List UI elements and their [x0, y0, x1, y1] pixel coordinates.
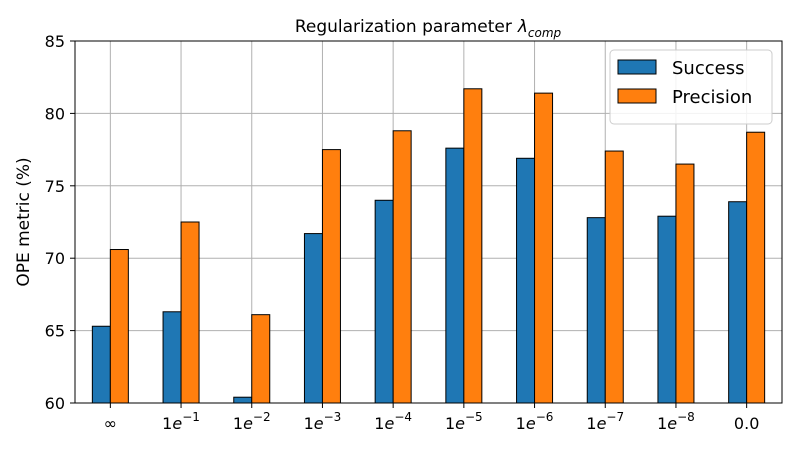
bar-success: [233, 396, 253, 404]
chart-title-text: Regularization parameter: [295, 17, 512, 37]
bar-precision: [392, 130, 412, 404]
x-tick-label-exponent: −5: [465, 410, 483, 424]
legend-label-success: Success: [672, 58, 744, 79]
bar-success: [728, 201, 748, 404]
x-tick-label: 1e−8: [657, 410, 695, 433]
x-tick-label-base: 1: [445, 414, 455, 433]
x-tick-label-e: e: [526, 414, 536, 433]
bar-precision: [109, 249, 129, 404]
x-tick-label: 1e−5: [445, 410, 483, 433]
x-tick-label-base: 1: [516, 414, 526, 433]
x-tick-label: 1e−7: [586, 410, 624, 433]
x-tick-label-base: 1: [657, 414, 667, 433]
bar-success: [374, 199, 394, 404]
bar-precision: [675, 163, 695, 404]
x-tick-label-e: e: [384, 414, 394, 433]
x-tick-label-exponent: −6: [536, 410, 554, 424]
plot-frame: [74, 40, 783, 404]
legend-label-precision: Precision: [672, 87, 752, 108]
x-tick-label-exponent: −8: [677, 410, 695, 424]
bar-success: [586, 217, 606, 404]
y-tick-label: 65: [45, 322, 65, 341]
x-tick-label: 0.0: [734, 414, 759, 433]
y-axis-label: OPE metric (%): [14, 157, 34, 286]
legend-swatch-success: [617, 59, 657, 75]
bar-success: [445, 147, 465, 404]
x-tick-label-e: e: [455, 414, 465, 433]
x-tick-label-exponent: −1: [182, 410, 200, 424]
x-tick-label: ∞: [104, 414, 117, 433]
chart-title-subscript: comp: [528, 26, 562, 40]
x-tick-label-exponent: −4: [394, 410, 412, 424]
x-tick-label-base: 1: [233, 414, 243, 433]
x-tick-label: 1e−1: [162, 410, 200, 433]
bar-success: [516, 157, 536, 404]
y-tick-label: 85: [45, 32, 65, 51]
x-tick-label-exponent: −3: [324, 410, 342, 424]
x-tick-label-e: e: [314, 414, 324, 433]
x-tick-label-exponent: −2: [253, 410, 271, 424]
chart-title: Regularization parameter λcomp: [295, 17, 562, 40]
bar-precision: [321, 149, 341, 404]
x-tick-label: 1e−2: [233, 410, 271, 433]
x-tick-label: 1e−3: [304, 410, 342, 433]
chart-title-symbol: λ: [517, 17, 528, 37]
bar-precision: [604, 150, 624, 404]
bar-success: [303, 233, 323, 404]
x-tick-label-e: e: [597, 414, 607, 433]
y-tick-label: 70: [45, 249, 65, 268]
legend: Success Precision: [609, 49, 773, 125]
bar-success: [162, 311, 182, 404]
x-tick-label-base: 0.0: [734, 414, 759, 433]
bar-success: [91, 325, 111, 404]
bar-precision: [251, 314, 271, 404]
x-tick-label-e: e: [172, 414, 182, 433]
bar-precision: [180, 221, 200, 404]
bars: [91, 88, 766, 404]
legend-swatch-precision: [617, 88, 657, 104]
bar-precision: [463, 88, 483, 404]
x-tick-label-e: e: [667, 414, 677, 433]
x-tick-label-base: 1: [162, 414, 172, 433]
y-tick-label: 80: [45, 104, 65, 123]
x-tick-label: 1e−6: [516, 410, 554, 433]
x-tick-label-base: 1: [374, 414, 384, 433]
x-tick-label-base: ∞: [104, 414, 117, 433]
x-tick-label-e: e: [243, 414, 253, 433]
x-tick-label-exponent: −7: [606, 410, 624, 424]
x-tick-label: 1e−4: [374, 410, 412, 433]
y-tick-label: 60: [45, 394, 65, 413]
bar-precision: [746, 131, 766, 404]
y-tick-label: 75: [45, 177, 65, 196]
bar-success: [657, 215, 677, 404]
x-tick-label-base: 1: [586, 414, 596, 433]
x-tick-label-base: 1: [304, 414, 314, 433]
bar-precision: [534, 92, 554, 404]
